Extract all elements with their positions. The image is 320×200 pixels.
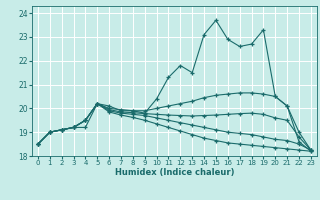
X-axis label: Humidex (Indice chaleur): Humidex (Indice chaleur) bbox=[115, 168, 234, 177]
